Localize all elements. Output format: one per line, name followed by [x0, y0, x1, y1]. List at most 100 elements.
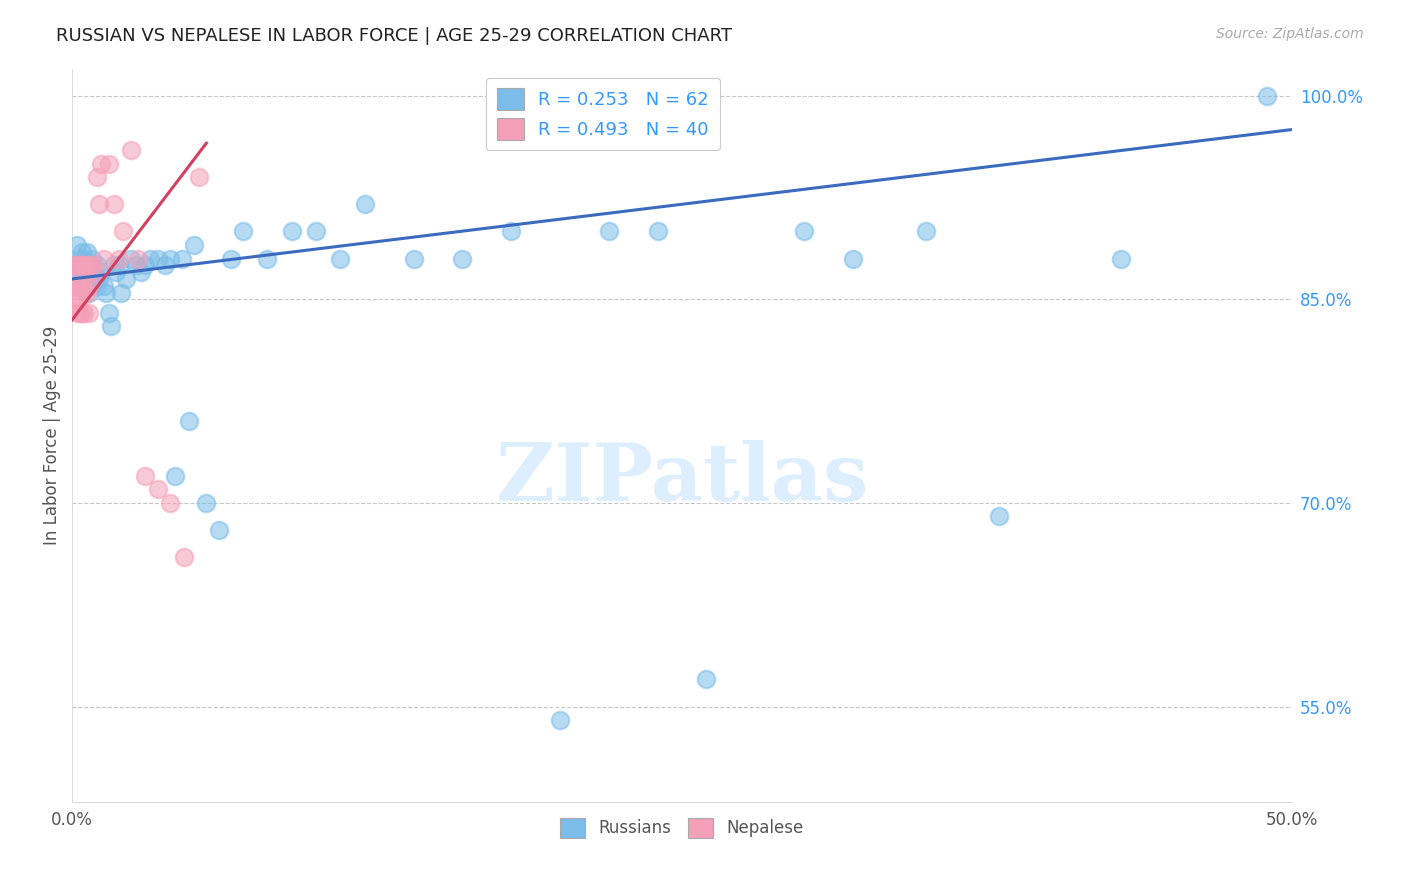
Point [93, 278, 115, 293]
Point [354, 197, 377, 211]
Point [73, 258, 96, 272]
Point [146, 252, 169, 266]
Point [112, 224, 135, 238]
Point [280, 224, 302, 238]
Point [170, 252, 193, 266]
Point [256, 252, 278, 266]
Point [86, 258, 108, 272]
Point [80, 252, 103, 266]
Point [79, 278, 101, 293]
Point [86, 170, 108, 185]
Point [195, 496, 218, 510]
Point [83, 265, 105, 279]
Point [548, 713, 571, 727]
Point [69, 265, 91, 279]
Point [146, 483, 169, 497]
Point [188, 170, 211, 185]
Point [305, 224, 328, 238]
Point [63, 293, 86, 307]
Point [70, 306, 93, 320]
Point [90, 156, 112, 170]
Point [1256, 88, 1278, 103]
Text: RUSSIAN VS NEPALESE IN LABOR FORCE | AGE 25-29 CORRELATION CHART: RUSSIAN VS NEPALESE IN LABOR FORCE | AGE… [56, 27, 733, 45]
Point [73, 252, 96, 266]
Point [173, 550, 195, 565]
Point [501, 224, 523, 238]
Point [69, 293, 91, 307]
Point [86, 278, 108, 293]
Point [103, 258, 125, 272]
Point [232, 224, 254, 238]
Point [115, 272, 138, 286]
Point [83, 265, 105, 279]
Point [69, 252, 91, 266]
Point [70, 258, 93, 272]
Point [110, 285, 132, 300]
Text: ZIPatlas: ZIPatlas [496, 440, 868, 518]
Point [647, 224, 669, 238]
Point [179, 415, 201, 429]
Point [87, 197, 110, 211]
Legend: Russians, Nepalese: Russians, Nepalese [554, 811, 810, 845]
Point [63, 265, 86, 279]
Point [87, 272, 110, 286]
Point [402, 252, 425, 266]
Point [153, 258, 176, 272]
Point [841, 252, 863, 266]
Point [70, 244, 93, 259]
Point [107, 258, 129, 272]
Point [97, 306, 120, 320]
Point [66, 293, 89, 307]
Point [90, 265, 112, 279]
Point [76, 258, 98, 272]
Point [120, 252, 142, 266]
Point [76, 278, 98, 293]
Point [183, 238, 205, 252]
Point [66, 306, 89, 320]
Point [207, 523, 229, 537]
Point [63, 278, 86, 293]
Point [73, 306, 96, 320]
Point [93, 252, 115, 266]
Point [69, 258, 91, 272]
Point [793, 224, 815, 238]
Point [73, 278, 96, 293]
Point [163, 468, 186, 483]
Point [219, 252, 242, 266]
Point [120, 143, 142, 157]
Point [97, 156, 120, 170]
Point [80, 258, 103, 272]
Point [70, 278, 93, 293]
Point [103, 197, 125, 211]
Point [69, 278, 91, 293]
Point [124, 258, 146, 272]
Point [129, 265, 152, 279]
Point [73, 272, 96, 286]
Point [598, 224, 620, 238]
Point [159, 252, 181, 266]
Point [1109, 252, 1132, 266]
Point [100, 319, 122, 334]
Point [695, 673, 717, 687]
Point [70, 265, 93, 279]
Point [79, 258, 101, 272]
Point [79, 306, 101, 320]
Point [451, 252, 474, 266]
Point [66, 238, 89, 252]
Point [79, 285, 101, 300]
Point [107, 252, 129, 266]
Point [63, 258, 86, 272]
Point [127, 252, 149, 266]
Point [76, 244, 98, 259]
Y-axis label: In Labor Force | Age 25-29: In Labor Force | Age 25-29 [44, 326, 60, 545]
Point [329, 252, 352, 266]
Point [105, 265, 128, 279]
Point [63, 258, 86, 272]
Point [66, 278, 89, 293]
Point [139, 252, 162, 266]
Point [80, 272, 103, 286]
Point [134, 258, 156, 272]
Point [96, 285, 118, 300]
Point [66, 258, 89, 272]
Point [79, 258, 101, 272]
